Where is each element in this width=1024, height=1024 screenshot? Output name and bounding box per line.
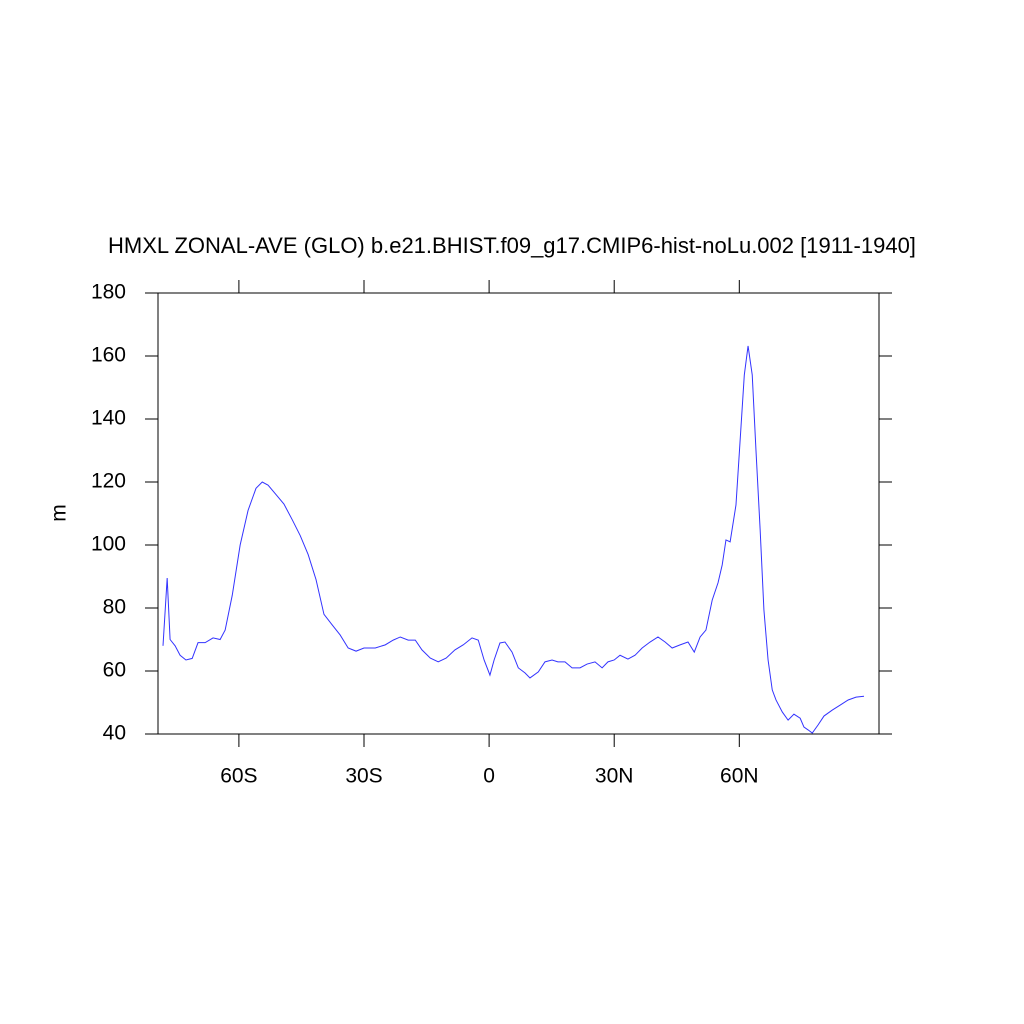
x-tick-label: 30N xyxy=(595,765,634,788)
y-tick-label: 80 xyxy=(103,596,126,619)
x-tick-label: 30S xyxy=(345,765,382,788)
y-tick-label: 40 xyxy=(103,722,126,745)
y-tick-label: 120 xyxy=(91,470,126,493)
y-tick-label: 140 xyxy=(91,407,126,430)
plot-frame xyxy=(157,292,880,735)
y-axis-label: m xyxy=(48,504,71,522)
x-tick-label: 60N xyxy=(720,765,759,788)
y-tick-label: 100 xyxy=(91,533,126,556)
y-tick-label: 160 xyxy=(91,344,126,367)
x-tick-label: 0 xyxy=(483,765,495,788)
chart-title: HMXL ZONAL-AVE (GLO) b.e21.BHIST.f09_g17… xyxy=(108,233,916,258)
y-tick-label: 180 xyxy=(91,281,126,304)
x-tick-label: 60S xyxy=(220,765,257,788)
data-line xyxy=(162,345,865,734)
y-tick-label: 60 xyxy=(103,659,126,682)
